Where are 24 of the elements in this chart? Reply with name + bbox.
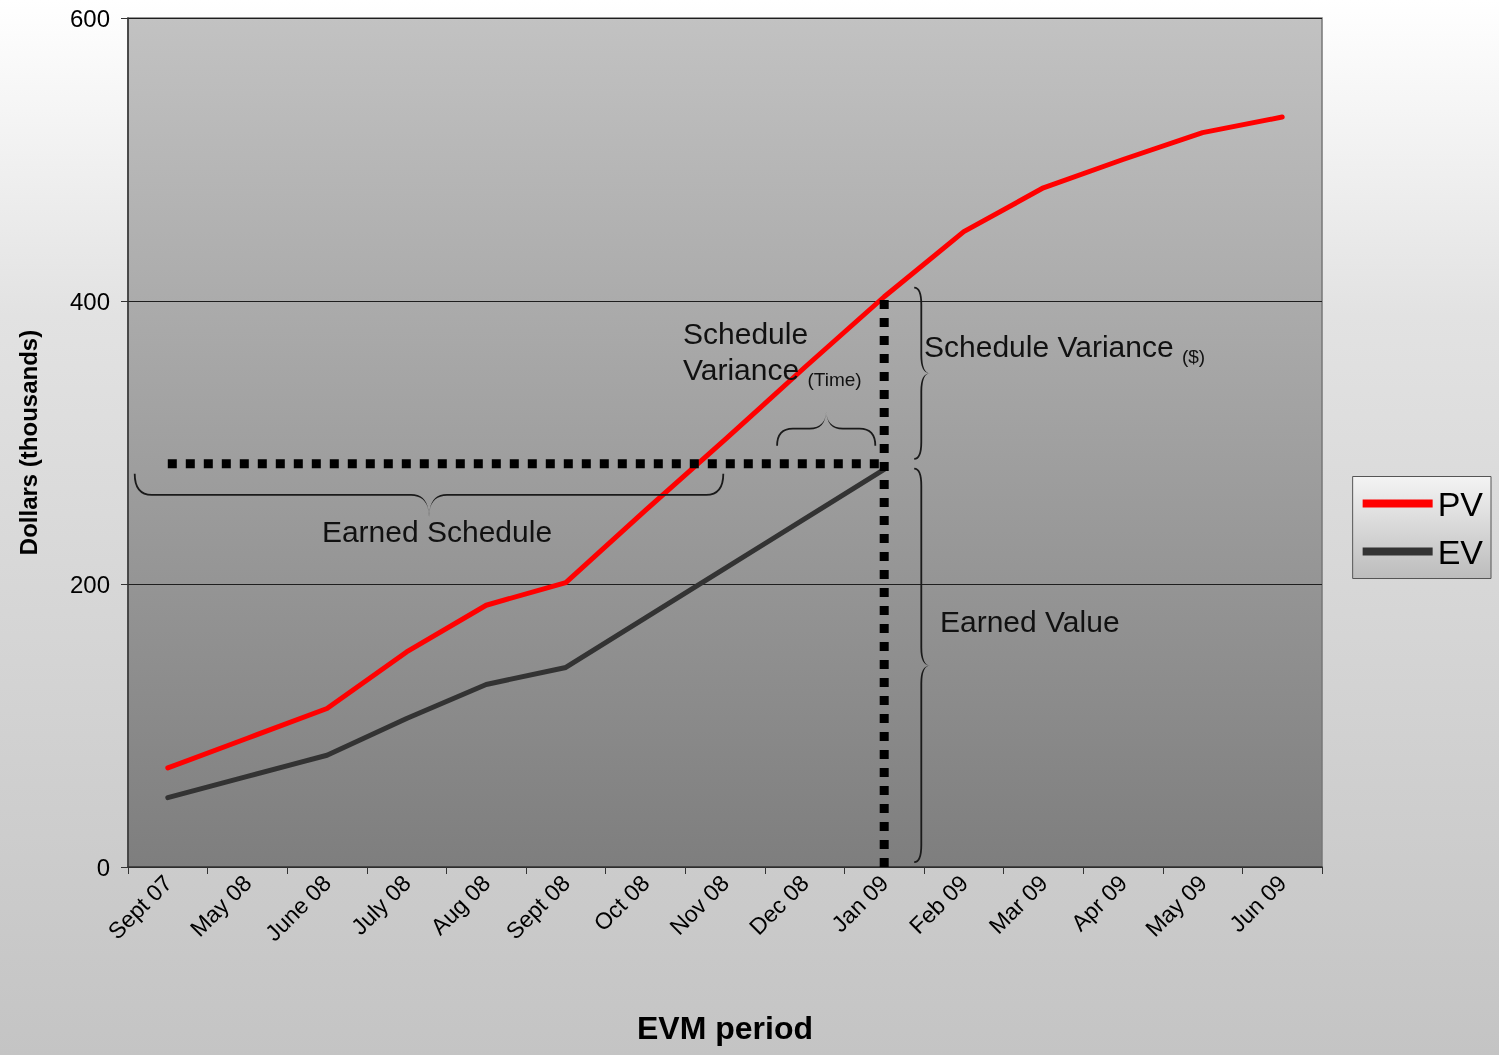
- x-tick-label: Aug 08: [425, 869, 496, 940]
- annotation: Schedule Variance $_{($)}$: [924, 329, 1207, 369]
- x-tick-label: Oct 08: [588, 869, 655, 937]
- x-axis-title: EVM period: [636, 1010, 814, 1046]
- x-tick-label: May 09: [1140, 869, 1212, 942]
- x-tick-label: May 08: [184, 869, 257, 942]
- x-tick-label: Dec 08: [743, 869, 814, 940]
- legend-label: PV: [1437, 484, 1484, 523]
- x-tick-label: Apr 09: [1065, 869, 1133, 937]
- y-tick-label: 0: [96, 853, 110, 881]
- y-tick-label: 600: [69, 4, 110, 32]
- y-tick-label: 200: [69, 570, 110, 598]
- y-tick-label: 400: [69, 287, 110, 315]
- x-tick-label: Nov 08: [664, 869, 735, 940]
- annotation: Earned Value: [940, 604, 1121, 640]
- x-tick-label: Feb 09: [904, 869, 973, 939]
- y-axis-title: Dollars (thousands): [14, 329, 42, 556]
- x-tick-label: Jun 09: [1224, 869, 1292, 937]
- x-tick-label: Jan 09: [826, 869, 894, 937]
- x-tick-label: Mar 09: [983, 869, 1053, 939]
- annotation: Earned Schedule: [320, 514, 554, 550]
- legend-label: EV: [1437, 532, 1484, 571]
- annotation: Schedule Variance $_{(Time)}$: [683, 316, 863, 392]
- x-tick-label: July 08: [345, 869, 416, 940]
